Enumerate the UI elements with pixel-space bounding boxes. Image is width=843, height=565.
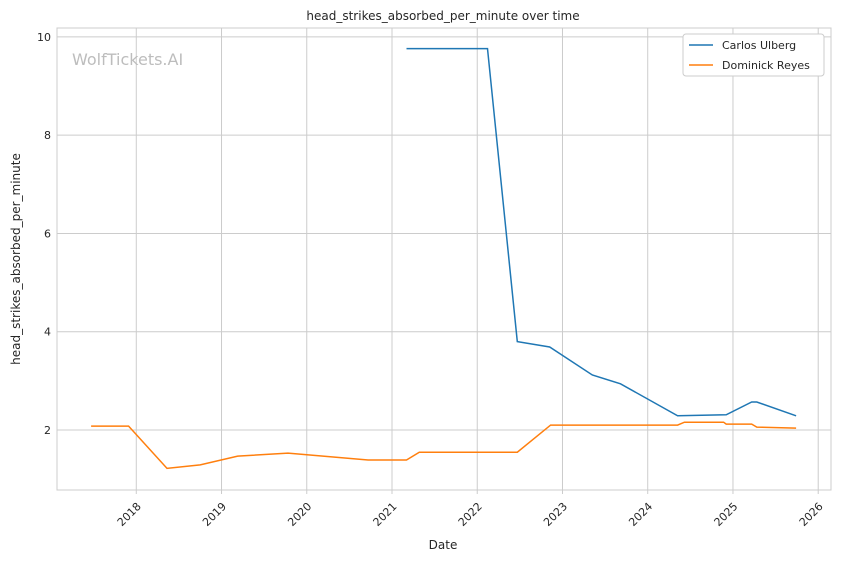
legend-box: [682, 33, 825, 77]
y-tick-label: 6: [44, 227, 51, 240]
y-tick-label: 4: [44, 326, 51, 339]
y-tick-label: 2: [44, 424, 51, 437]
y-tick-label: 8: [44, 129, 51, 142]
x-tick-label: 2022: [456, 500, 485, 529]
chart-title: head_strikes_absorbed_per_minute over ti…: [306, 9, 579, 23]
x-axis-label: Date: [429, 538, 458, 552]
series-line-dominick-reyes: [91, 421, 797, 470]
plot-frame: [56, 27, 832, 491]
x-tick-label: 2024: [626, 500, 655, 529]
x-tick-label: 2025: [712, 500, 741, 529]
legend-label: Carlos Ulberg: [722, 39, 796, 52]
legend: Carlos Ulberg Dominick Reyes: [682, 33, 825, 77]
x-tick-label: 2018: [115, 500, 144, 529]
x-tick-label: 2023: [541, 500, 570, 529]
watermark: WolfTickets.AI: [72, 50, 183, 69]
x-tick-label: 2020: [285, 500, 314, 529]
x-tick-label: 2026: [797, 500, 826, 529]
x-tick-label: 2019: [200, 500, 229, 529]
y-tick-label: 10: [37, 31, 51, 44]
x-tick-label: 2021: [371, 500, 400, 529]
y-axis-label: head_strikes_absorbed_per_minute: [9, 153, 23, 365]
legend-label: Dominick Reyes: [722, 59, 810, 72]
series-line-carlos-ulberg: [406, 47, 797, 417]
